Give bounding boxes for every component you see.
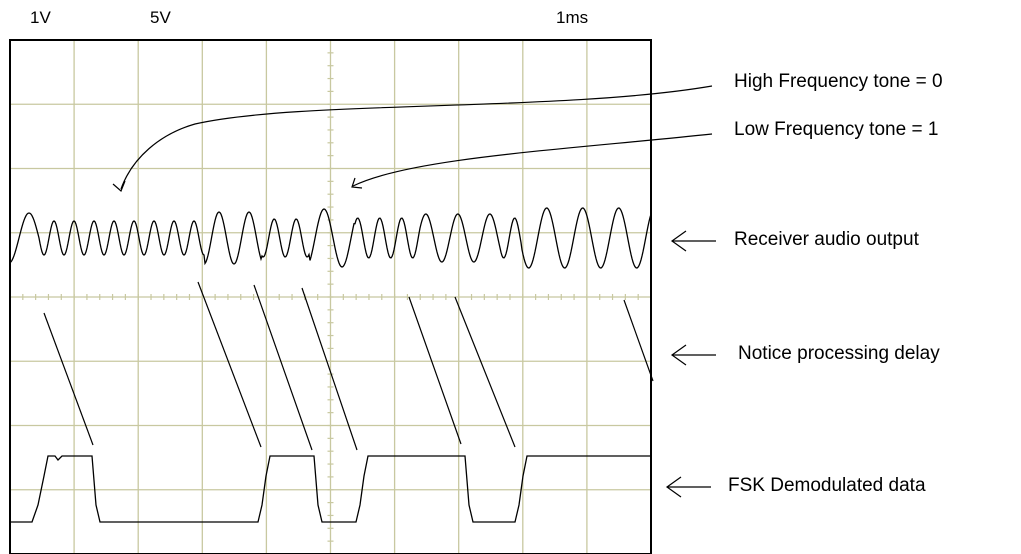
- scope-graticule: [10, 40, 651, 554]
- processing-delay-line: [43, 312, 94, 446]
- channel1-scale: 1V: [30, 8, 51, 27]
- low-tone-callout-arrowhead: [351, 177, 363, 189]
- receiver-audio-label: Receiver audio output: [734, 229, 919, 250]
- fsk-data-trace: [10, 455, 651, 523]
- fsk-data-label: FSK Demodulated data: [728, 475, 926, 496]
- processing-delay-line: [197, 281, 262, 448]
- left-arrow-icon: [670, 344, 716, 366]
- processing-delay-lines: [43, 281, 654, 451]
- low-tone-callout-line: [352, 133, 713, 187]
- processing-delay-line: [408, 296, 462, 445]
- channel2-scale: 5V: [150, 8, 171, 27]
- left-arrow-icon: [665, 476, 711, 498]
- receiver-audio-trace: [9, 207, 652, 269]
- high-tone-callout-line: [120, 85, 713, 190]
- timebase-label: 1ms: [556, 8, 589, 27]
- processing-delay-line: [301, 287, 358, 451]
- low-tone-label: Low Frequency tone = 1: [734, 119, 939, 140]
- high-tone-callout-arrowhead: [112, 180, 126, 193]
- processing-delay-line: [253, 284, 313, 451]
- scope-frame: [9, 39, 652, 554]
- processing-delay-label: Notice processing delay: [738, 343, 940, 364]
- processing-delay-line: [454, 296, 516, 448]
- high-tone-label: High Frequency tone = 0: [734, 71, 943, 92]
- left-arrow-icon: [670, 230, 716, 252]
- processing-delay-line: [623, 299, 654, 382]
